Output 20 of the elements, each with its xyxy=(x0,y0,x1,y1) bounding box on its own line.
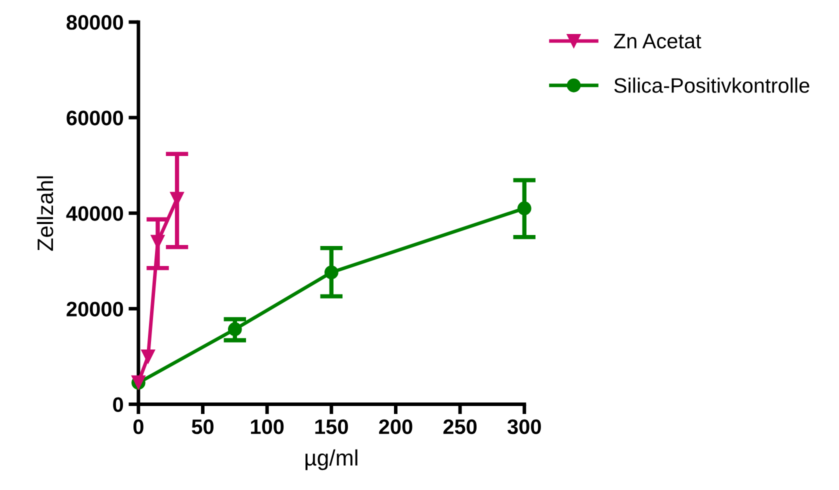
x-tick-label: 100 xyxy=(251,419,284,434)
point xyxy=(517,201,532,216)
y-tick-label: 20000 xyxy=(66,302,124,316)
x-tick-label: 150 xyxy=(315,419,348,434)
x-tick-label: 50 xyxy=(192,419,214,434)
point xyxy=(228,322,242,336)
x-tick-label: 200 xyxy=(379,419,412,434)
x-axis-title: µg/ml xyxy=(306,449,358,470)
y-tick-label: 60000 xyxy=(66,110,124,126)
y-tick-label: 80000 xyxy=(66,15,124,30)
x-tick-label: 300 xyxy=(507,419,541,434)
y-tick-label: 0 xyxy=(113,397,123,412)
point xyxy=(141,350,156,364)
y-axis-title: Zellzahl xyxy=(36,176,54,251)
point xyxy=(324,265,338,280)
x-tick-label: 250 xyxy=(443,419,477,434)
x-tick-label: 0 xyxy=(133,419,144,434)
legend-label: Silica-Positivkontrolle xyxy=(614,78,810,93)
legend-label: Zn Acetat xyxy=(614,34,702,48)
y-tick-label: 40000 xyxy=(66,206,124,221)
